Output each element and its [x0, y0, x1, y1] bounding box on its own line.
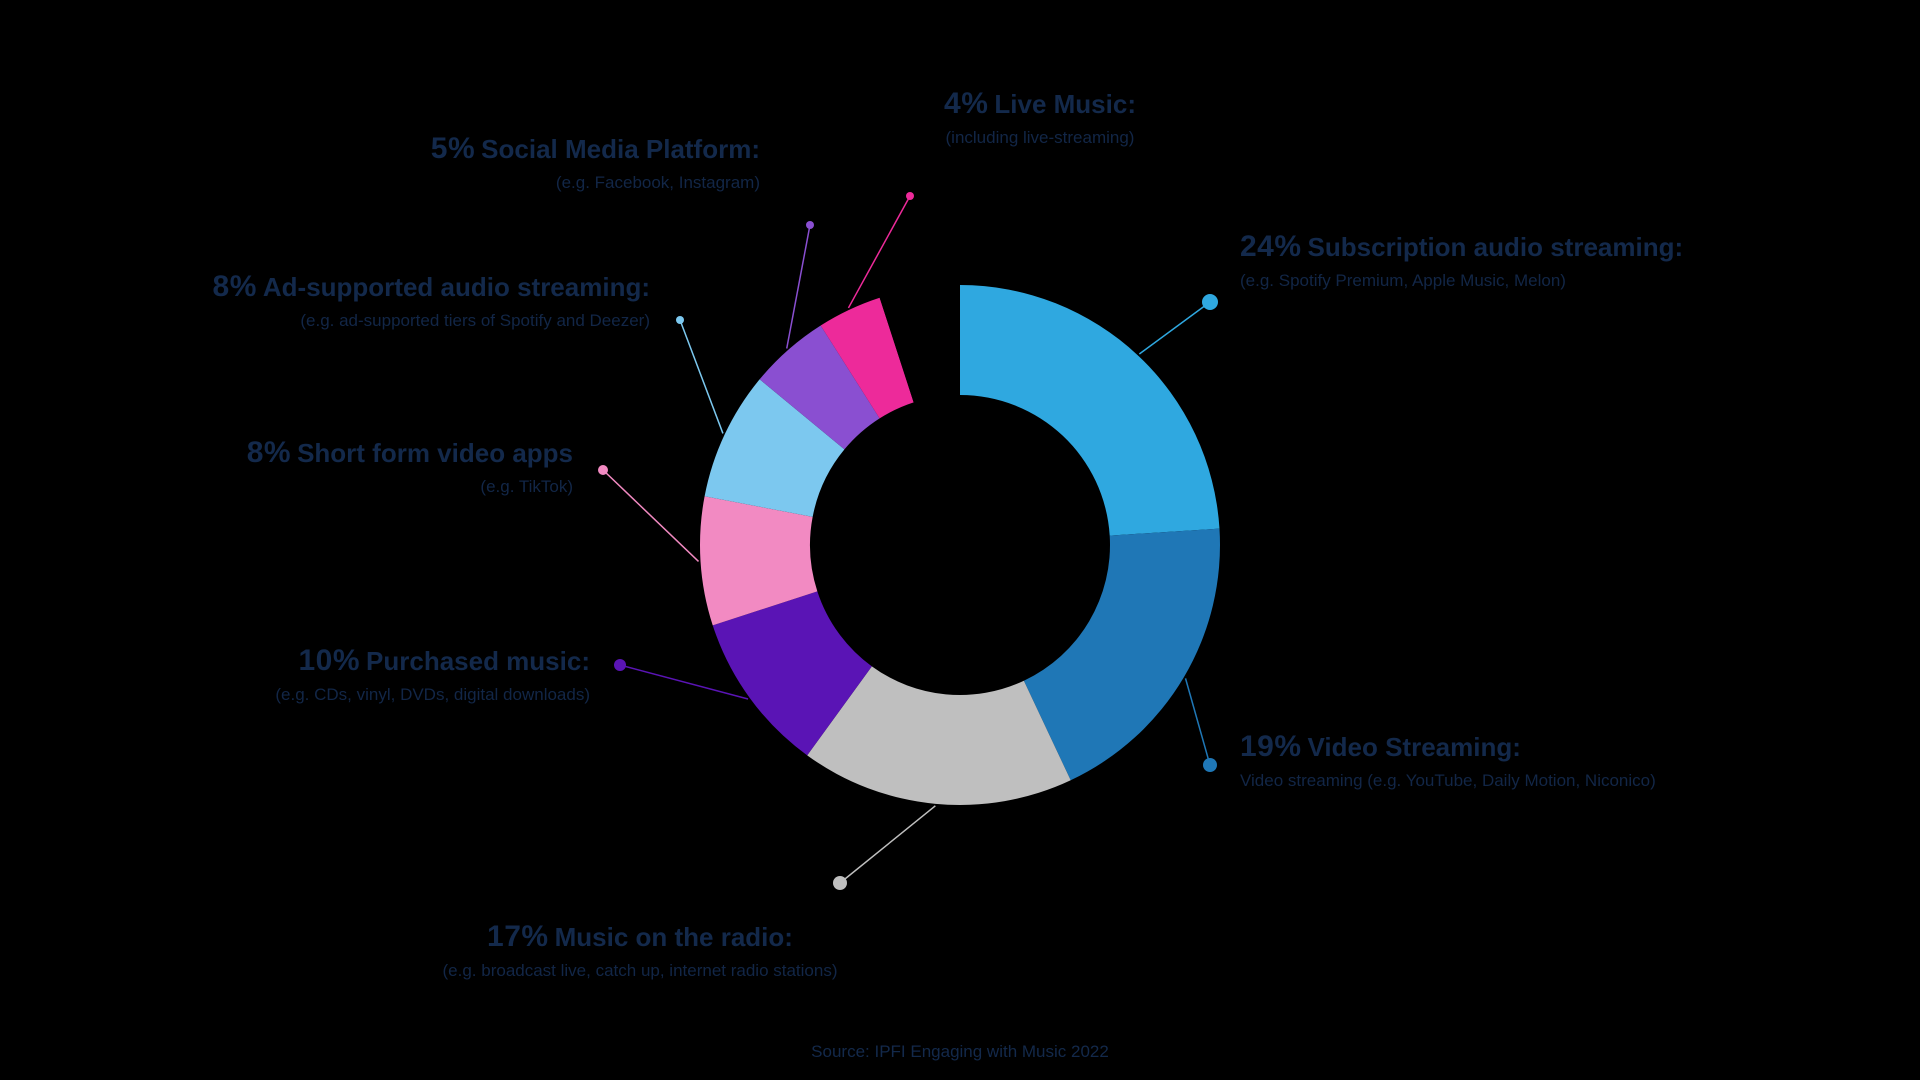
slice-sub-shortform: (e.g. TikTok) — [247, 476, 573, 497]
leader-line-subscription — [1139, 302, 1210, 354]
donut-slice-subscription — [960, 285, 1219, 536]
slice-sub-adsupported: (e.g. ad-supported tiers of Spotify and … — [213, 310, 650, 331]
donut-chart-svg — [0, 0, 1920, 1080]
slice-pct-adsupported: 8% — [213, 270, 257, 303]
slice-pct-live: 4% — [944, 87, 988, 120]
leader-dot-purchased — [614, 659, 626, 671]
leader-dot-subscription — [1202, 294, 1218, 310]
slice-pct-radio: 17% — [487, 920, 549, 953]
slice-pct-subscription: 24% — [1240, 230, 1302, 263]
slice-title-radio: Music on the radio: — [555, 922, 793, 952]
leader-line-live — [848, 196, 910, 308]
slice-label-radio: 17%Music on the radio: (e.g. broadcast li… — [443, 918, 838, 981]
slice-label-purchased: 10%Purchased music: (e.g. CDs, vinyl, DVD… — [275, 642, 590, 705]
slice-title-live: Live Music: — [994, 89, 1136, 119]
donut-slice-video — [1024, 529, 1220, 781]
slice-pct-purchased: 10% — [298, 644, 360, 677]
leader-dot-shortform — [598, 465, 608, 475]
leader-dot-live — [906, 192, 914, 200]
slice-title-subscription: Subscription audio streaming: — [1308, 232, 1684, 262]
slice-title-video: Video Streaming: — [1308, 732, 1521, 762]
slice-pct-shortform: 8% — [247, 436, 291, 469]
leader-line-radio — [840, 806, 935, 883]
leader-line-purchased — [620, 665, 748, 699]
slice-sub-subscription: (e.g. Spotify Premium, Apple Music, Melo… — [1240, 270, 1683, 291]
slice-label-live: 4%Live Music: (including live-streaming) — [944, 85, 1136, 148]
leader-line-adsupported — [680, 320, 723, 433]
chart-source-text: Source: IPFI Engaging with Music 2022 — [811, 1042, 1109, 1062]
slice-title-shortform: Short form video apps — [297, 438, 573, 468]
slice-title-purchased: Purchased music: — [366, 646, 590, 676]
leader-line-video — [1186, 678, 1210, 765]
slice-sub-purchased: (e.g. CDs, vinyl, DVDs, digital download… — [275, 684, 590, 705]
leader-dot-radio — [833, 876, 847, 890]
slice-label-video: 19%Video Streaming: Video streaming (e.g.… — [1240, 728, 1656, 791]
slice-sub-radio: (e.g. broadcast live, catch up, internet… — [443, 960, 838, 981]
leader-line-social — [787, 225, 810, 348]
leader-dot-social — [806, 221, 814, 229]
slice-label-subscription: 24%Subscription audio streaming: (e.g. Sp… — [1240, 228, 1683, 291]
slice-title-adsupported: Ad-supported audio streaming: — [263, 272, 650, 302]
leader-dot-adsupported — [676, 316, 684, 324]
slice-label-shortform: 8%Short form video apps (e.g. TikTok) — [247, 434, 573, 497]
slice-pct-video: 19% — [1240, 730, 1302, 763]
slice-label-social: 5%Social Media Platform: (e.g. Facebook, … — [431, 130, 760, 193]
slice-label-adsupported: 8%Ad-supported audio streaming: (e.g. ad-… — [213, 268, 650, 331]
chart-stage: 24%Subscription audio streaming: (e.g. Sp… — [0, 0, 1920, 1080]
slice-sub-live: (including live-streaming) — [944, 127, 1136, 148]
leader-dot-video — [1203, 758, 1217, 772]
slice-title-social: Social Media Platform: — [481, 134, 760, 164]
slice-sub-social: (e.g. Facebook, Instagram) — [431, 172, 760, 193]
slice-sub-video: Video streaming (e.g. YouTube, Daily Mot… — [1240, 770, 1656, 791]
leader-line-shortform — [603, 470, 699, 561]
slice-pct-social: 5% — [431, 132, 475, 165]
